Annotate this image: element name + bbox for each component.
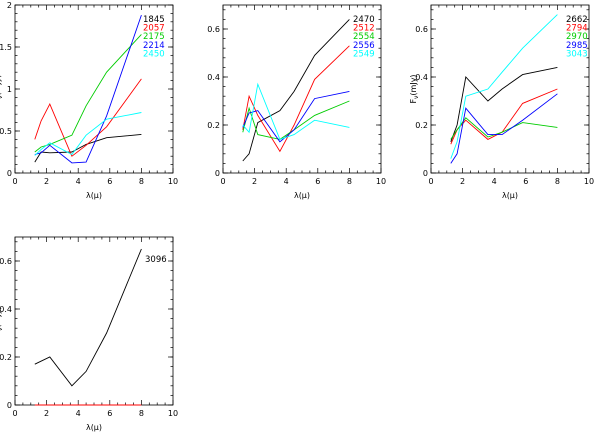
x-tick-label: 6 xyxy=(107,177,112,186)
legend-entry-3096: 3096 xyxy=(145,255,167,265)
y-tick-label: 0 xyxy=(423,169,428,178)
legend-entry-2512: 2512 xyxy=(353,24,375,34)
chart-panel-2: 0 2 4 6 8 10 0 0.2 0.4 0.6 λ(μ) 2470251225542556254… xyxy=(207,4,386,200)
series-line-2450 xyxy=(34,112,142,156)
x-tick-label: 0 xyxy=(12,177,17,186)
legend-entry-2057: 2057 xyxy=(143,24,165,34)
series-line-2549 xyxy=(242,82,350,140)
y-tick-label: 0.2 xyxy=(415,121,428,130)
x-axis-label: λ(μ) xyxy=(86,191,102,200)
legend-entry-1845: 1845 xyxy=(143,15,165,25)
x-tick-label: 10 xyxy=(168,177,178,186)
series-line-1845 xyxy=(34,133,142,163)
x-tick-label: 4 xyxy=(284,177,289,186)
x-tick-label: 4 xyxy=(76,177,81,186)
series-line-2512 xyxy=(242,45,350,153)
series-line-2970 xyxy=(450,117,558,140)
y-tick-label: 0.4 xyxy=(415,73,428,82)
y-tick-label: 0.4 xyxy=(0,305,12,314)
series-line-2985 xyxy=(450,93,558,164)
y-tick-label: 0 xyxy=(7,401,12,410)
y-tick-label: 0.6 xyxy=(415,25,428,34)
legend-entry-2662: 2662 xyxy=(566,15,588,25)
legend-entry-2794: 2794 xyxy=(566,24,588,34)
x-tick-label: 6 xyxy=(107,409,112,418)
x-axis-label: λ(μ) xyxy=(86,423,102,432)
y-tick-label: 0.4 xyxy=(207,73,220,82)
series-line-3096 xyxy=(34,248,142,387)
chart-panel-1: 024681000.511.52λ(μ)Fν(mJy)1845205721752… xyxy=(0,1,178,200)
y-tick-label: 0 xyxy=(215,169,220,178)
y-tick-label: 1 xyxy=(7,85,12,94)
x-tick-label: 8 xyxy=(139,409,144,418)
y-tick-label: 0 xyxy=(7,169,12,178)
series-line-2214 xyxy=(34,14,142,164)
y-axis-label: Fν(mJy) xyxy=(0,306,4,335)
x-tick-label: 8 xyxy=(555,177,560,186)
x-tick-label: 0 xyxy=(12,409,17,418)
legend-entry-2549: 2549 xyxy=(353,49,375,59)
legend-entry-2970: 2970 xyxy=(566,32,588,42)
x-tick-label: 8 xyxy=(347,177,352,186)
x-tick-label: 10 xyxy=(168,409,178,418)
x-tick-label: 10 xyxy=(584,177,594,186)
y-axis-label: Fν(mJy) xyxy=(409,74,420,103)
x-tick-label: 2 xyxy=(44,177,49,186)
y-tick-label: 2 xyxy=(7,1,12,10)
x-tick-label: 10 xyxy=(376,177,386,186)
y-tick-label: 0.5 xyxy=(0,127,12,136)
x-tick-label: 2 xyxy=(44,409,49,418)
legend-entry-2450: 2450 xyxy=(143,49,165,59)
x-tick-label: 8 xyxy=(139,177,144,186)
series-line-2057 xyxy=(34,78,142,157)
x-tick-label: 0 xyxy=(220,177,225,186)
chart-panel-3: 0 2 4 6 8 10 0 0.2 0.4 0.6 λ(μ) Fν(mJy) 266227942970… xyxy=(409,4,594,200)
y-tick-label: 0.2 xyxy=(0,353,12,362)
series-line-2794 xyxy=(450,88,558,145)
series-line-2175 xyxy=(34,34,142,153)
chart-panel-4: 0 2 4 6 8 10 0 0.2 0.4 0.6 λ(μ) Fν(mJy) 3096 xyxy=(0,236,178,432)
x-axis-label: λ(μ) xyxy=(502,191,518,200)
x-tick-label: 4 xyxy=(492,177,497,186)
x-tick-label: 2 xyxy=(252,177,257,186)
legend-entry-2556: 2556 xyxy=(353,41,375,51)
y-tick-label: 0.2 xyxy=(207,121,220,130)
legend-entry-2985: 2985 xyxy=(566,41,588,51)
legend-entry-2214: 2214 xyxy=(143,41,165,51)
series-line-2470 xyxy=(242,19,350,162)
x-axis-label: λ(μ) xyxy=(294,191,310,200)
y-axis-label: Fν(mJy) xyxy=(0,74,4,103)
series-line-2662 xyxy=(450,66,558,142)
x-tick-label: 4 xyxy=(76,409,81,418)
x-tick-label: 6 xyxy=(315,177,320,186)
series-line-2556 xyxy=(242,90,350,143)
legend-entry-2470: 2470 xyxy=(353,15,375,25)
legend-entry-2175: 2175 xyxy=(143,32,165,42)
x-tick-label: 0 xyxy=(428,177,433,186)
y-tick-label: 0.6 xyxy=(207,25,220,34)
legend-entry-2554: 2554 xyxy=(353,32,375,42)
y-tick-label: 1.5 xyxy=(0,43,12,52)
legend-entry-3043: 3043 xyxy=(566,49,588,59)
x-tick-label: 2 xyxy=(460,177,465,186)
y-tick-label: 0.6 xyxy=(0,257,12,266)
x-tick-label: 6 xyxy=(523,177,528,186)
series-line-3043 xyxy=(450,14,558,159)
